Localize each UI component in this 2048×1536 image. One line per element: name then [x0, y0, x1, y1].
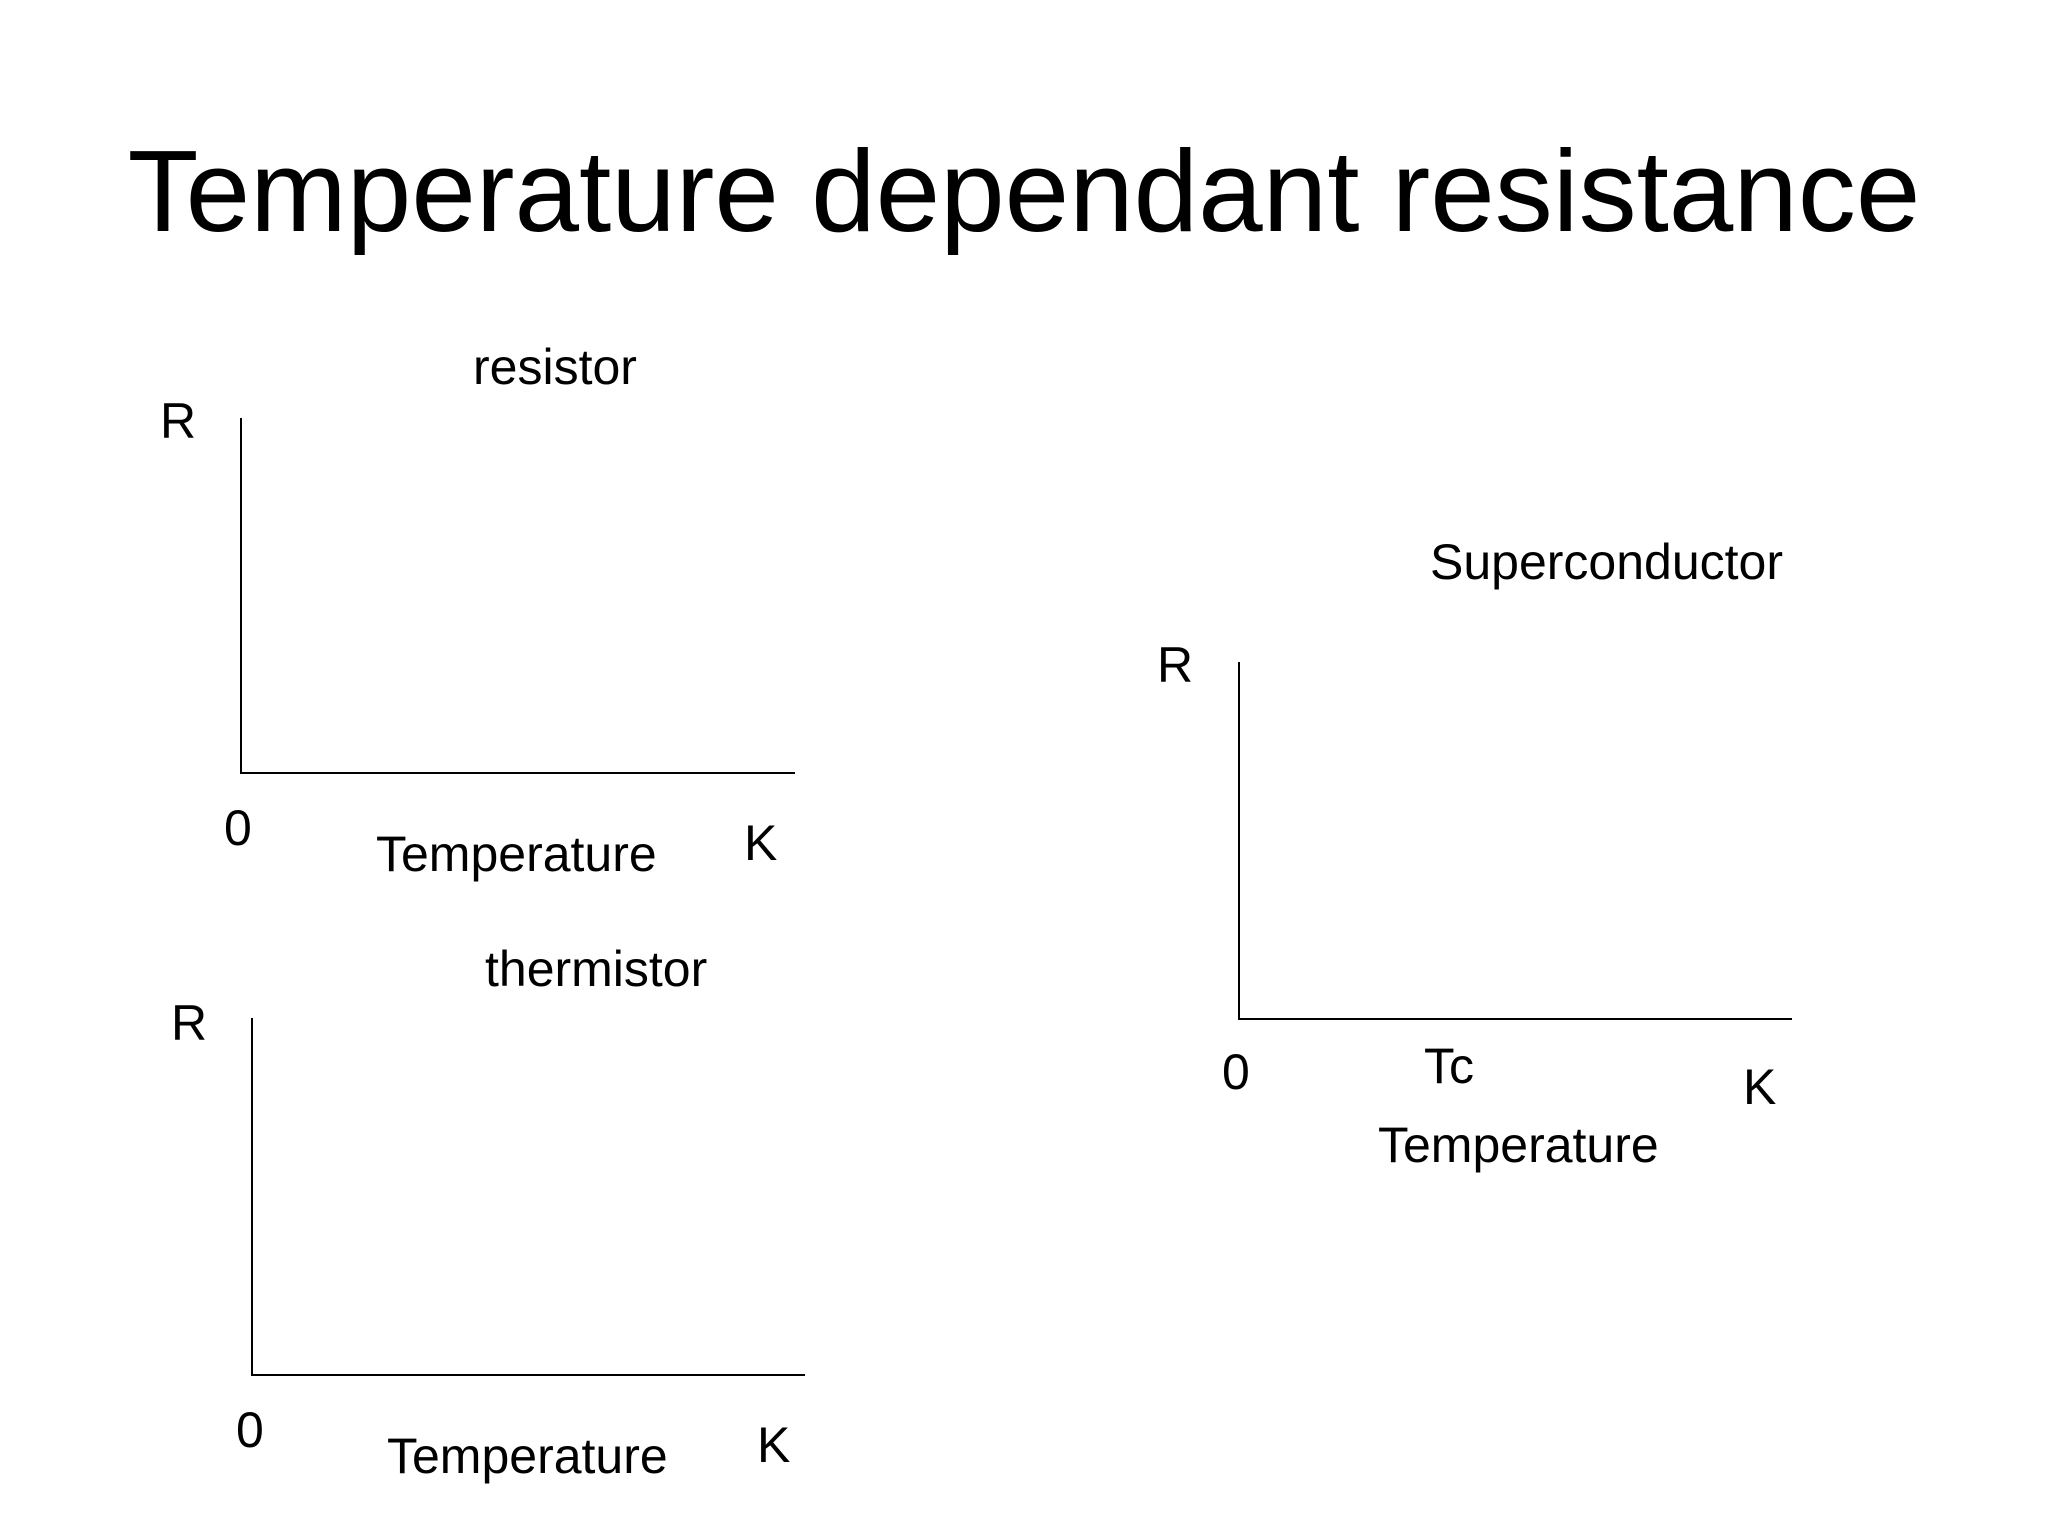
resistor-y-axis-label: R: [160, 393, 197, 449]
thermistor-x-axis-label: Temperature: [387, 1428, 668, 1484]
resistor-x-axis-label: Temperature: [376, 826, 657, 882]
thermistor-graph-title: thermistor: [485, 941, 708, 997]
superconductor-x-unit-label: K: [1743, 1059, 1777, 1115]
superconductor-x-axis: [1238, 1018, 1792, 1020]
thermistor-y-axis-label: R: [171, 995, 208, 1051]
thermistor-y-axis: [251, 1018, 253, 1376]
resistor-origin-label: 0: [224, 800, 252, 856]
thermistor-x-unit-label: K: [757, 1417, 791, 1473]
thermistor-origin-label: 0: [236, 1402, 264, 1458]
superconductor-graph-title: Superconductor: [1430, 534, 1784, 590]
superconductor-y-axis-label: R: [1157, 637, 1194, 693]
resistor-y-axis: [240, 418, 242, 774]
thermistor-x-axis: [251, 1374, 805, 1376]
superconductor-y-axis: [1238, 662, 1240, 1020]
resistor-x-unit-label: K: [744, 815, 778, 871]
superconductor-critical-temp-label: Tc: [1424, 1038, 1474, 1094]
superconductor-x-axis-label: Temperature: [1378, 1117, 1659, 1173]
resistor-x-axis: [240, 772, 795, 774]
resistor-graph-title: resistor: [473, 339, 637, 395]
slide-title: Temperature dependant resistance: [127, 126, 1921, 256]
superconductor-origin-label: 0: [1222, 1044, 1250, 1100]
